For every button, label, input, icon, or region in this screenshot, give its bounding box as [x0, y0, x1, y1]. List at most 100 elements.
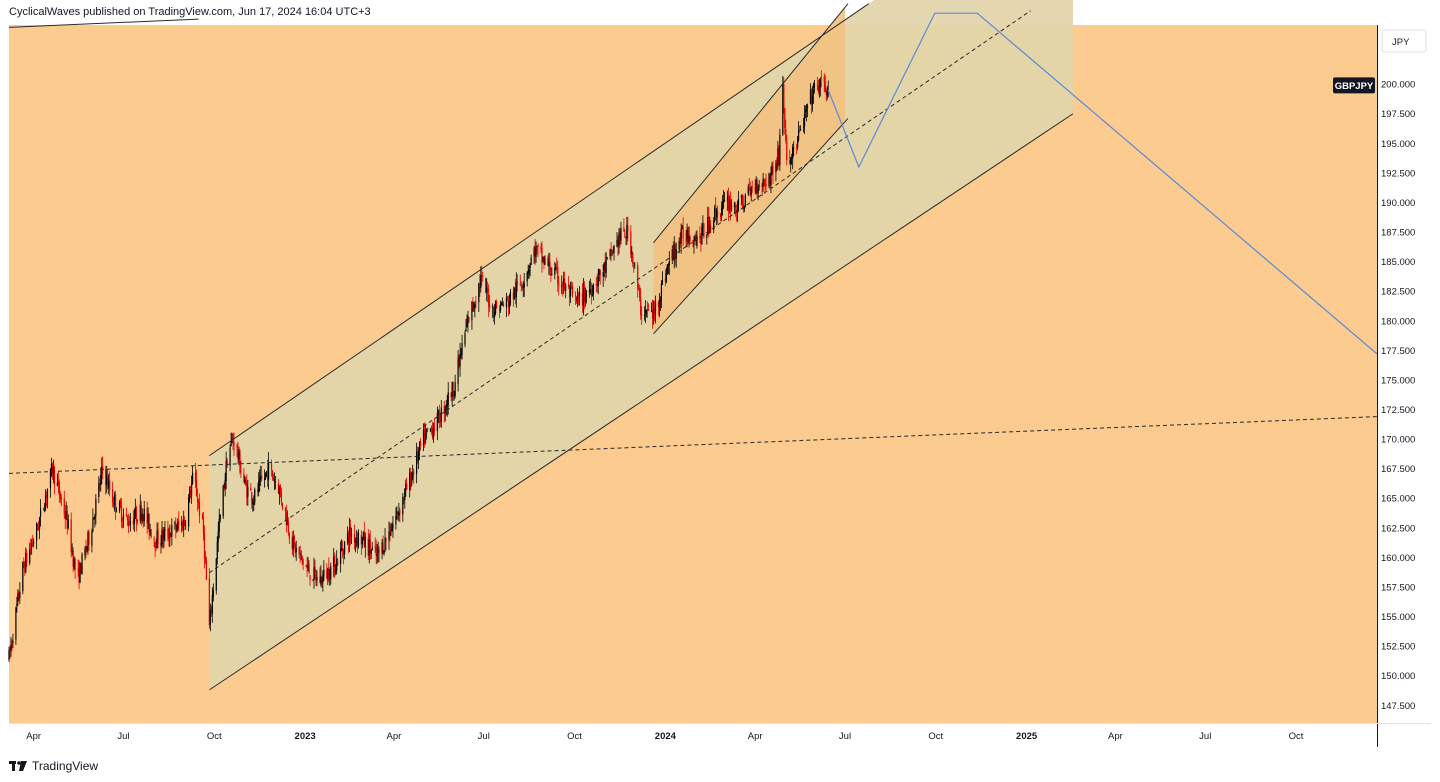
candle-body: [305, 565, 307, 567]
candle-body: [149, 529, 151, 532]
candle-body: [657, 302, 660, 307]
price-tick-label: 162.500: [1381, 523, 1415, 534]
candle-body: [557, 267, 559, 284]
candle-body: [251, 492, 253, 504]
candle-body: [274, 482, 277, 483]
candle-body: [204, 556, 207, 562]
candle-body: [480, 275, 482, 289]
candle-body: [360, 535, 362, 545]
candle-body: [717, 211, 719, 215]
candle-body: [195, 480, 198, 497]
candle-body: [218, 519, 220, 532]
candle-body: [25, 552, 27, 572]
candle-body: [758, 185, 760, 187]
candle-body: [330, 566, 332, 580]
candle-body: [70, 519, 72, 552]
candle-body: [12, 641, 14, 644]
candle-body: [493, 307, 495, 318]
time-axis[interactable]: [9, 723, 1378, 747]
candle-body: [250, 487, 252, 491]
candle-body: [67, 519, 69, 528]
candle-body: [798, 130, 800, 141]
candle-body: [671, 249, 673, 261]
candle-body: [60, 497, 62, 500]
candle-body: [349, 526, 352, 538]
candle-body: [765, 184, 767, 187]
candle-body: [620, 228, 622, 241]
candle-body: [232, 441, 234, 443]
candle-body: [353, 534, 356, 543]
candle-body: [328, 567, 330, 580]
candle-body: [323, 569, 325, 577]
candle-body: [521, 286, 523, 289]
candle-body: [203, 532, 206, 559]
inner-channel-upper-line: [653, 3, 849, 243]
candle-body: [238, 451, 240, 460]
candle-body: [474, 304, 476, 308]
candle-body: [322, 574, 324, 583]
outer-channel-median-line: [209, 10, 1031, 574]
candle-body: [786, 142, 788, 160]
price-axis[interactable]: [1378, 25, 1431, 747]
candle-body: [424, 433, 427, 443]
candle-body: [74, 558, 76, 571]
candle-body: [542, 257, 544, 261]
candle-body: [584, 297, 587, 301]
candle-body: [388, 531, 390, 540]
candle-body: [113, 502, 115, 506]
candle-body: [278, 487, 281, 495]
candle-body: [666, 264, 668, 274]
candle-body: [644, 315, 646, 317]
candle-body: [77, 569, 79, 571]
candle-body: [381, 542, 383, 554]
outer-channel-lower-line: [209, 113, 1074, 691]
candle-body: [654, 303, 657, 314]
candle-body: [382, 542, 384, 554]
candle-body: [327, 568, 329, 579]
candle-body: [664, 278, 666, 281]
candle-body: [71, 551, 73, 553]
candle-body: [707, 216, 709, 235]
candle-body: [189, 489, 191, 500]
candle-body: [817, 85, 819, 93]
candle-body: [142, 514, 144, 521]
candle-body: [761, 184, 763, 188]
candle-body: [728, 199, 731, 211]
candle-body: [570, 285, 573, 288]
candle-body: [246, 483, 248, 499]
candle-body: [492, 306, 494, 308]
candle-body: [121, 520, 124, 522]
candle-body: [528, 269, 530, 273]
candle-body: [826, 91, 828, 96]
candle-body: [177, 521, 179, 529]
candle-body: [588, 290, 590, 293]
candle-body: [404, 489, 406, 500]
price-tick-label: 152.500: [1381, 642, 1415, 653]
currency-button[interactable]: JPY: [1381, 29, 1427, 53]
candle-body: [764, 180, 766, 185]
candle-body: [301, 555, 303, 560]
candle-body: [768, 173, 770, 187]
candle-body: [271, 470, 274, 478]
candle-body: [596, 284, 598, 286]
candle-body: [721, 208, 723, 217]
candle-body: [260, 475, 262, 479]
candle-body: [575, 296, 578, 302]
candle-body: [498, 309, 501, 311]
candle-body: [499, 303, 502, 311]
candle-body: [99, 483, 101, 486]
candle-body: [651, 310, 654, 320]
candle-body: [370, 549, 372, 554]
candle-body: [128, 525, 131, 527]
candle-body: [202, 518, 205, 534]
candle-body: [770, 172, 772, 186]
candle-body: [201, 515, 204, 520]
candle-body: [342, 548, 344, 552]
candle-body: [354, 538, 357, 544]
candle-body: [243, 473, 245, 483]
candle-body: [46, 488, 49, 499]
candle-body: [108, 480, 110, 487]
candle-body: [340, 548, 342, 564]
candle-body: [350, 534, 353, 537]
